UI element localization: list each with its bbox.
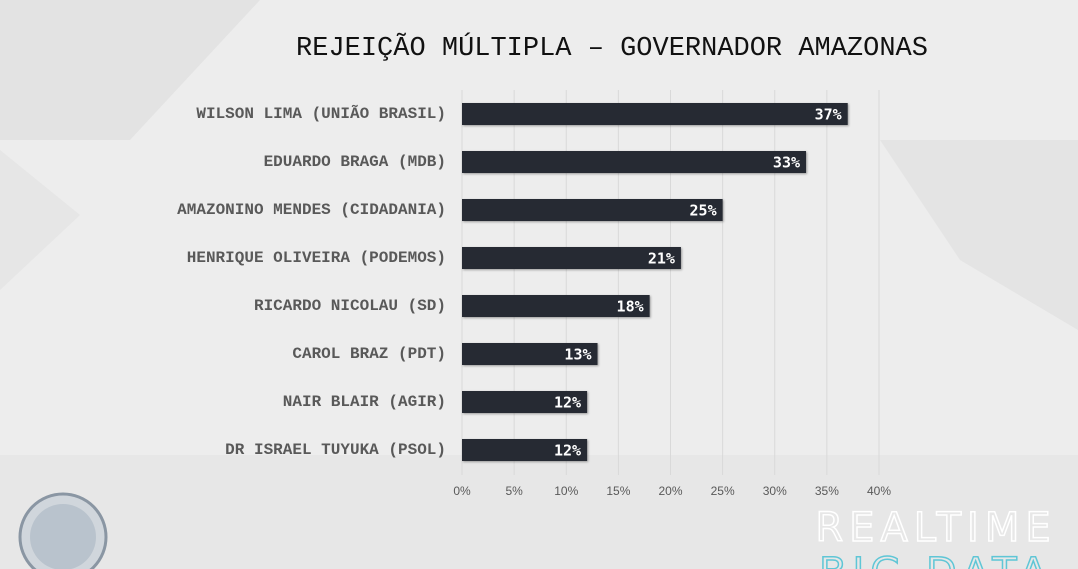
brand-bottom: BIG DATA [819, 550, 1053, 569]
category-label: NAIR BLAIR (AGIR) [283, 393, 446, 411]
x-tick-label: 10% [554, 484, 578, 498]
x-tick-label: 15% [606, 484, 630, 498]
bg-shape [0, 150, 80, 290]
x-tick-label: 0% [453, 484, 471, 498]
logo [18, 492, 108, 569]
x-tick-label: 20% [658, 484, 682, 498]
x-tick-label: 35% [815, 484, 839, 498]
bar [462, 151, 807, 173]
bar [462, 199, 723, 221]
category-label: DR ISRAEL TUYUKA (PSOL) [225, 441, 446, 459]
bar [462, 103, 848, 125]
brand-top: REALTIME [815, 505, 1056, 551]
category-label: RICARDO NICOLAU (SD) [254, 297, 446, 315]
bg-shape [0, 455, 1078, 569]
x-tick-label: 30% [763, 484, 787, 498]
bg-shape [0, 0, 260, 140]
bar [462, 247, 681, 269]
value-label: 25% [690, 202, 717, 220]
x-tick-label: 40% [867, 484, 891, 498]
bar [462, 343, 598, 365]
x-tick-label: 5% [505, 484, 523, 498]
bar [462, 439, 588, 461]
value-label: 37% [815, 106, 842, 124]
bg-shape [880, 140, 1078, 330]
chart-title: REJEIÇÃO MÚLTIPLA – GOVERNADOR AMAZONAS [296, 31, 928, 64]
category-label: AMAZONINO MENDES (CIDADANIA) [177, 201, 446, 219]
category-label: EDUARDO BRAGA (MDB) [264, 153, 446, 171]
category-label: CAROL BRAZ (PDT) [292, 345, 446, 363]
value-label: 33% [773, 154, 800, 172]
value-label: 21% [648, 250, 675, 268]
value-label: 12% [554, 442, 581, 460]
value-label: 13% [564, 346, 591, 364]
logo-inner [30, 504, 96, 569]
value-label: 12% [554, 394, 581, 412]
value-label: 18% [617, 298, 644, 316]
category-label: HENRIQUE OLIVEIRA (PODEMOS) [187, 249, 446, 267]
bar [462, 295, 650, 317]
category-label: WILSON LIMA (UNIÃO BRASIL) [196, 104, 446, 123]
bar [462, 391, 588, 413]
x-tick-label: 25% [711, 484, 735, 498]
